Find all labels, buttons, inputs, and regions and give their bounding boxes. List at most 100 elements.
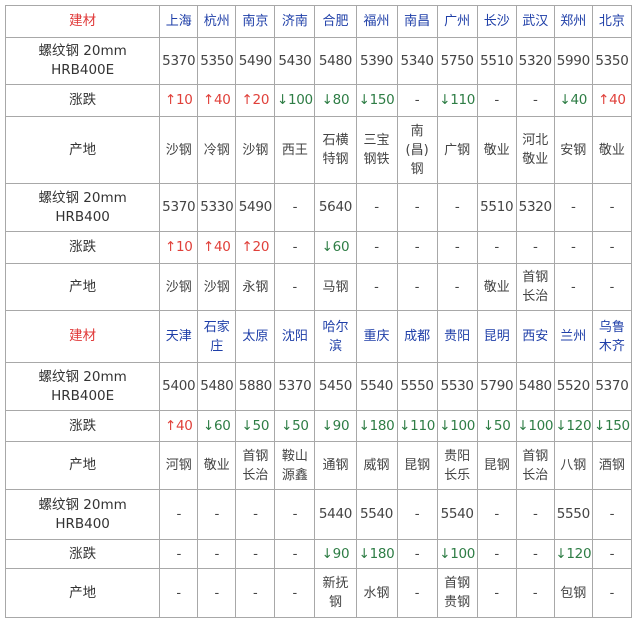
origin-cell: - xyxy=(197,568,237,618)
change-cell: ↓100 xyxy=(436,410,478,442)
origin-cell: 敬业 xyxy=(476,116,517,184)
city-header: 西安 xyxy=(515,310,555,363)
change-cell: ↑10 xyxy=(159,84,199,117)
rebar-hrb400-price-row: 螺纹钢 20mm HRB400 5370 5330 5490-5640- - -5510 5… xyxy=(4,183,633,232)
change-cell: ↑20 xyxy=(235,231,276,264)
city-header: 南京 xyxy=(235,5,276,38)
price-cell: 5480 xyxy=(515,362,555,411)
row-label: 螺纹钢 20mm HRB400E xyxy=(4,37,161,85)
price-cell: 5390 xyxy=(355,37,398,85)
origin-cell: - xyxy=(235,568,276,618)
city-header: 乌鲁 木齐 xyxy=(591,310,633,363)
origin-cell: 敬业 xyxy=(591,116,633,184)
material-header-label: 建材 xyxy=(4,310,161,363)
change-cell: - xyxy=(515,84,555,117)
change-cell: - xyxy=(476,231,517,264)
price-cell: 5520 xyxy=(553,362,593,411)
origin-cell: 石横 特钢 xyxy=(314,116,357,184)
origin-cell: 贵阳 长乐 xyxy=(436,441,478,490)
city-header: 昆明 xyxy=(476,310,517,363)
origin-cell: 敬业 xyxy=(197,441,237,490)
origin-cell: 水钢 xyxy=(355,568,398,618)
price-cell: - xyxy=(197,489,237,540)
price-cell: - xyxy=(591,183,633,232)
price-change-row: 涨跌 ↑10 ↑40 ↑20 ↓100 ↓80 ↓150- ↓110- - ↓40 ↑40 xyxy=(4,84,633,117)
origin-cell: 首钢 贵钢 xyxy=(436,568,478,618)
change-cell: ↓150 xyxy=(591,410,633,442)
city-header-row: 建材 天津 石家 庄太原 沈阳 哈尔 滨重庆 成都 贵阳 昆明 西安 兰州 乌鲁 木齐 xyxy=(4,310,633,363)
city-header: 郑州 xyxy=(553,5,593,38)
change-cell: ↓110 xyxy=(436,84,478,117)
row-label: 螺纹钢 20mm HRB400 xyxy=(4,183,161,232)
price-cell: - xyxy=(274,489,316,540)
price-cell: 5480 xyxy=(197,362,237,411)
origin-cell: 广钢 xyxy=(436,116,478,184)
steel-price-table: 建材 上海 杭州 南京 济南 合肥 福州 南昌 广州 长沙 武汉 郑州 北京 螺纹钢 20mm HRB40… xyxy=(4,5,633,618)
price-cell: 5540 xyxy=(436,489,478,540)
change-cell: - xyxy=(159,539,199,569)
change-cell: - xyxy=(515,539,555,569)
price-cell: - xyxy=(274,183,316,232)
price-cell: 5350 xyxy=(591,37,633,85)
price-cell: 5400 xyxy=(159,362,199,411)
city-header: 兰州 xyxy=(553,310,593,363)
city-header: 福州 xyxy=(355,5,398,38)
origin-cell: 首钢 长治 xyxy=(515,263,555,311)
origin-cell: 昆钢 xyxy=(476,441,517,490)
origin-cell: 敬业 xyxy=(476,263,517,311)
origin-cell: - xyxy=(159,568,199,618)
origin-cell: - xyxy=(396,263,438,311)
price-cell: 5480 xyxy=(314,37,357,85)
origin-cell: 河北 敬业 xyxy=(515,116,555,184)
price-cell: 5510 xyxy=(476,37,517,85)
origin-row: 产地 河钢 敬业 首钢 长治 鞍山 源鑫 通钢 威钢 昆钢 贵阳 长乐 昆钢 首钢 长治 八钢 酒钢 xyxy=(4,441,633,490)
price-cell: - xyxy=(355,183,398,232)
price-change-row: 涨跌 ↑10 ↑40 ↑20- ↓60- - - - - - - xyxy=(4,231,633,264)
price-cell: 5640 xyxy=(314,183,357,232)
change-cell: ↓90 xyxy=(314,410,357,442)
origin-cell: 包钢 xyxy=(553,568,593,618)
city-header: 贵阳 xyxy=(436,310,478,363)
price-cell: 5490 xyxy=(235,37,276,85)
city-header: 成都 xyxy=(396,310,438,363)
city-header: 沈阳 xyxy=(274,310,316,363)
price-cell: 5430 xyxy=(274,37,316,85)
change-cell: ↓120 xyxy=(553,410,593,442)
change-cell: ↓100 xyxy=(515,410,555,442)
row-label: 螺纹钢 20mm HRB400 xyxy=(4,489,161,540)
price-change-row: 涨跌 ↑40 ↓60 ↓50 ↓50 ↓90 ↓180 ↓110 ↓100 ↓50 ↓100 ↓120… xyxy=(4,410,633,442)
change-cell: ↑40 xyxy=(159,410,199,442)
change-cell: - xyxy=(355,231,398,264)
change-cell: ↑40 xyxy=(197,84,237,117)
rebar-hrb400e-price-row: 螺纹钢 20mm HRB400E 5370 5350 5490 5430 5480 5390… xyxy=(4,37,633,85)
row-label: 涨跌 xyxy=(4,410,161,442)
change-cell: - xyxy=(476,539,517,569)
change-cell: ↓180 xyxy=(355,539,398,569)
origin-cell: 酒钢 xyxy=(591,441,633,490)
origin-cell: 八钢 xyxy=(553,441,593,490)
origin-cell: 西王 xyxy=(274,116,316,184)
rebar-hrb400e-price-row: 螺纹钢 20mm HRB400E 5400 5480 5880 5370 5450 5540… xyxy=(4,362,633,411)
row-label: 产地 xyxy=(4,263,161,311)
change-cell: ↓50 xyxy=(476,410,517,442)
rebar-hrb400-price-row: 螺纹钢 20mm HRB400- - - -5440 5540-5540- -5550- xyxy=(4,489,633,540)
change-cell: - xyxy=(591,539,633,569)
origin-cell: 沙钢 xyxy=(235,116,276,184)
origin-cell: 安钢 xyxy=(553,116,593,184)
change-cell: ↓100 xyxy=(436,539,478,569)
price-cell: 5550 xyxy=(553,489,593,540)
change-cell: ↓60 xyxy=(197,410,237,442)
price-cell: 5530 xyxy=(436,362,478,411)
origin-cell: 永钢 xyxy=(235,263,276,311)
price-change-row: 涨跌 - - - - ↓90 ↓180- ↓100- - ↓120- xyxy=(4,539,633,569)
city-header: 广州 xyxy=(436,5,478,38)
city-header: 上海 xyxy=(159,5,199,38)
city-header: 长沙 xyxy=(476,5,517,38)
city-header: 杭州 xyxy=(197,5,237,38)
origin-cell: 沙钢 xyxy=(159,116,199,184)
change-cell: ↑40 xyxy=(591,84,633,117)
price-cell: 5990 xyxy=(553,37,593,85)
origin-cell: 首钢 长治 xyxy=(515,441,555,490)
change-cell: - xyxy=(396,231,438,264)
change-cell: - xyxy=(553,231,593,264)
